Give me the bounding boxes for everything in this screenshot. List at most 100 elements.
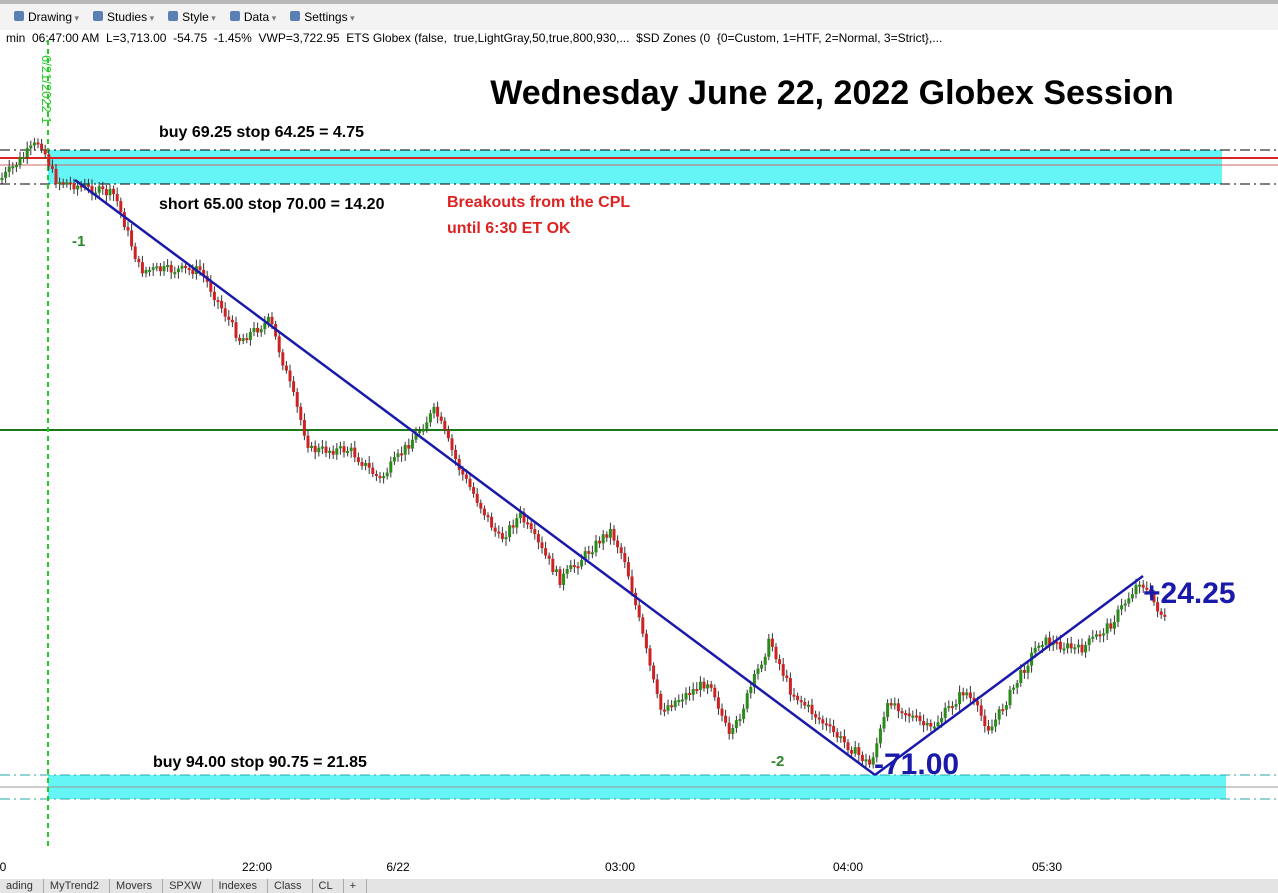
candle bbox=[734, 720, 738, 729]
candle bbox=[1044, 637, 1048, 645]
candle bbox=[338, 446, 342, 449]
candle bbox=[680, 699, 684, 702]
candle bbox=[486, 515, 490, 518]
tab[interactable]: Class bbox=[268, 879, 313, 893]
candle bbox=[817, 717, 821, 720]
candle bbox=[580, 560, 584, 567]
candle bbox=[677, 700, 681, 703]
trend-line bbox=[874, 574, 1144, 777]
candle bbox=[875, 743, 879, 758]
candle bbox=[450, 438, 454, 450]
annotation: -1 bbox=[72, 233, 85, 250]
candle bbox=[259, 329, 263, 333]
tab[interactable]: CL bbox=[313, 879, 344, 893]
candle bbox=[25, 148, 29, 158]
candle bbox=[1058, 641, 1062, 650]
candle bbox=[742, 708, 746, 720]
chart-title: Wednesday June 22, 2022 Globex Session bbox=[490, 74, 1173, 112]
candle bbox=[50, 166, 54, 169]
annotation: buy 94.00 stop 90.75 = 21.85 bbox=[153, 754, 367, 771]
candle bbox=[464, 474, 468, 479]
candle bbox=[637, 605, 641, 618]
candle bbox=[716, 697, 720, 709]
candle bbox=[648, 648, 652, 666]
date-marker: 6/21/2022 1 bbox=[39, 55, 54, 124]
candle bbox=[1091, 636, 1095, 639]
toolbar-button[interactable]: Data bbox=[229, 10, 276, 24]
candle bbox=[670, 705, 674, 708]
candle bbox=[702, 681, 706, 689]
candle bbox=[940, 718, 944, 723]
candle bbox=[1098, 634, 1102, 637]
candle bbox=[1015, 683, 1019, 688]
toolbar-button[interactable]: Studies bbox=[93, 10, 154, 24]
candle bbox=[414, 432, 418, 440]
candle bbox=[335, 448, 339, 455]
candle bbox=[1123, 603, 1127, 606]
candle bbox=[1040, 644, 1044, 647]
toolbar-button[interactable]: Style bbox=[168, 10, 216, 24]
candle bbox=[662, 709, 666, 712]
candle bbox=[227, 316, 231, 320]
candle bbox=[1076, 644, 1080, 648]
candle bbox=[788, 677, 792, 695]
candle bbox=[306, 435, 310, 448]
candle bbox=[1120, 605, 1124, 610]
x-axis-label: 6/22 bbox=[386, 860, 410, 874]
candle bbox=[1022, 670, 1026, 673]
tab[interactable]: Indexes bbox=[213, 879, 269, 893]
tab-bar: ading MyTrend2 Movers SPXW Indexes Class CL + bbox=[0, 879, 1278, 893]
tab[interactable]: Movers bbox=[110, 879, 164, 893]
candle bbox=[349, 447, 353, 452]
tab[interactable]: + bbox=[344, 879, 368, 893]
candle bbox=[900, 711, 904, 714]
candle bbox=[846, 742, 850, 751]
candle bbox=[1156, 602, 1160, 612]
candle bbox=[284, 365, 288, 371]
toolbar-button[interactable]: Drawing bbox=[14, 10, 79, 24]
candle bbox=[396, 453, 400, 458]
candle bbox=[382, 476, 386, 479]
candle bbox=[954, 704, 958, 707]
candle bbox=[230, 319, 234, 323]
candle bbox=[533, 529, 537, 535]
candle bbox=[256, 327, 260, 333]
candle bbox=[1019, 670, 1023, 684]
candle bbox=[785, 675, 789, 678]
candle bbox=[864, 759, 868, 762]
candle bbox=[673, 700, 677, 708]
candle bbox=[799, 700, 803, 703]
candle bbox=[166, 265, 170, 268]
candle bbox=[623, 553, 627, 563]
candle bbox=[554, 569, 558, 572]
candle bbox=[403, 444, 407, 455]
candle bbox=[1087, 638, 1091, 645]
x-axis-label: 22:00 bbox=[242, 860, 272, 874]
tab[interactable]: ading bbox=[0, 879, 44, 893]
candle bbox=[475, 493, 479, 503]
candle bbox=[144, 269, 148, 274]
candle bbox=[698, 681, 702, 690]
candle bbox=[893, 703, 897, 706]
candle bbox=[598, 540, 602, 544]
candle bbox=[540, 542, 544, 549]
candle bbox=[947, 706, 951, 709]
zone-top bbox=[48, 150, 1222, 184]
candle bbox=[994, 719, 998, 727]
candle bbox=[151, 267, 155, 270]
candle bbox=[4, 171, 8, 178]
candle bbox=[277, 336, 281, 353]
candle bbox=[515, 518, 519, 528]
toolbar-button[interactable]: Settings bbox=[290, 10, 354, 24]
tab[interactable]: MyTrend2 bbox=[44, 879, 111, 893]
candle bbox=[385, 472, 389, 477]
candle bbox=[7, 166, 11, 172]
candle bbox=[688, 692, 692, 695]
tab[interactable]: SPXW bbox=[163, 879, 213, 893]
candle bbox=[594, 540, 598, 553]
candle bbox=[536, 534, 540, 543]
candle bbox=[353, 447, 357, 458]
candle bbox=[745, 693, 749, 709]
